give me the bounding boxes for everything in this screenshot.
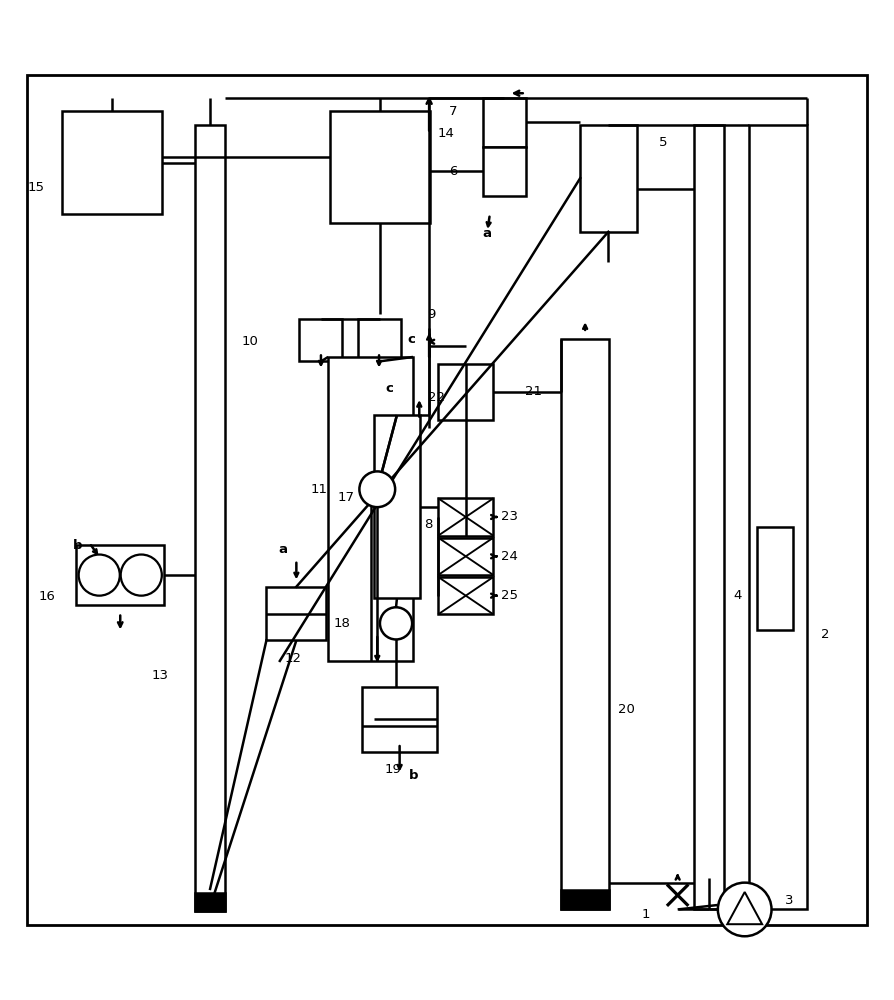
Text: c: c — [408, 333, 416, 346]
Text: 20: 20 — [618, 703, 635, 716]
Circle shape — [121, 555, 162, 596]
Text: 22: 22 — [428, 391, 445, 404]
Text: 4: 4 — [733, 589, 741, 602]
Text: 18: 18 — [333, 617, 350, 630]
Text: a: a — [279, 543, 288, 556]
Bar — [195, 893, 225, 911]
Bar — [438, 538, 493, 575]
Text: 23: 23 — [501, 510, 518, 523]
Bar — [561, 890, 609, 909]
Text: 16: 16 — [38, 590, 55, 603]
Text: 6: 6 — [449, 165, 457, 178]
Bar — [438, 364, 493, 420]
Text: b: b — [409, 769, 418, 782]
Bar — [374, 415, 420, 598]
Text: 17: 17 — [338, 491, 355, 504]
Bar — [328, 357, 413, 661]
Bar — [483, 98, 526, 147]
Text: 2: 2 — [821, 628, 830, 641]
Text: 13: 13 — [152, 669, 169, 682]
Bar — [362, 687, 437, 752]
Bar — [694, 125, 724, 909]
Bar — [76, 545, 164, 605]
Bar — [580, 125, 637, 232]
Bar — [266, 587, 326, 640]
Text: b: b — [73, 539, 83, 552]
Text: 5: 5 — [659, 136, 668, 149]
Bar — [749, 125, 807, 909]
Text: 8: 8 — [424, 518, 432, 531]
Bar — [330, 111, 430, 223]
Bar — [757, 527, 793, 630]
Polygon shape — [728, 892, 762, 924]
Bar — [438, 577, 493, 614]
Bar — [195, 125, 225, 911]
Text: 10: 10 — [241, 335, 258, 348]
Text: 19: 19 — [384, 763, 401, 776]
Bar — [483, 147, 526, 196]
Text: 25: 25 — [501, 589, 518, 602]
Text: 1: 1 — [642, 908, 651, 921]
Circle shape — [79, 555, 120, 596]
Bar — [299, 319, 342, 361]
Text: a: a — [483, 227, 492, 240]
Text: 3: 3 — [785, 894, 794, 907]
Text: 14: 14 — [437, 127, 454, 140]
Bar — [358, 319, 401, 361]
Bar — [438, 498, 493, 536]
Bar — [561, 339, 609, 909]
Text: 21: 21 — [525, 385, 542, 398]
Text: 15: 15 — [28, 181, 45, 194]
Text: 24: 24 — [501, 550, 518, 563]
Bar — [62, 111, 162, 214]
Text: 7: 7 — [449, 105, 458, 118]
Circle shape — [380, 607, 412, 639]
Circle shape — [359, 471, 395, 507]
Text: 11: 11 — [310, 483, 327, 496]
Text: 12: 12 — [284, 652, 301, 665]
Text: c: c — [385, 382, 393, 395]
Text: 9: 9 — [427, 308, 435, 321]
Circle shape — [718, 883, 772, 936]
